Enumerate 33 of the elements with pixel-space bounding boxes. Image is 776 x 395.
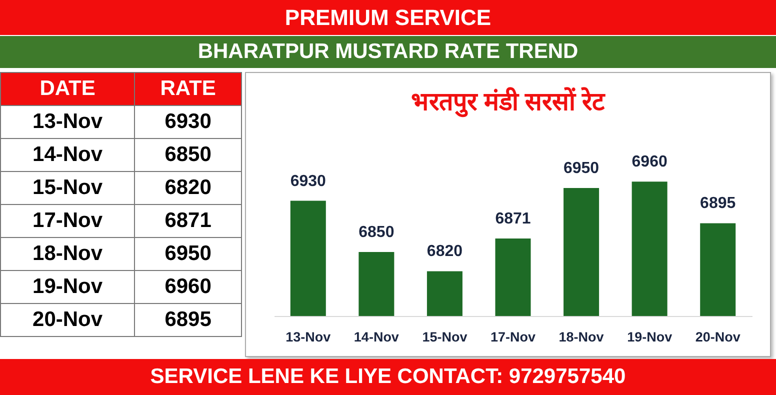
text: 6950 bbox=[164, 242, 212, 265]
category-label: 14-Nov bbox=[32, 143, 103, 166]
text: SERVICE LENE KE LIYE CONTACT: 9729757540 bbox=[0, 359, 776, 395]
data-label: 6960 bbox=[632, 154, 668, 171]
text: 6930 bbox=[164, 110, 212, 133]
data-label: 6930 bbox=[290, 172, 326, 190]
text: DATE bbox=[0, 72, 135, 106]
data-label: 6895 bbox=[700, 195, 736, 212]
text: RATE bbox=[134, 72, 242, 106]
text: 6871 bbox=[164, 209, 212, 232]
data-label: 6820 bbox=[426, 243, 463, 260]
category-label: 13-Nov bbox=[32, 110, 103, 133]
text: 6895 bbox=[164, 308, 212, 331]
text: 6850 bbox=[164, 143, 212, 166]
text: 6820 bbox=[164, 176, 212, 199]
category-label: 18-Nov bbox=[32, 242, 103, 265]
text: 6960 bbox=[164, 275, 212, 298]
chart-subtitle: भरतपुर मंडी सरसों रेट bbox=[410, 86, 606, 117]
x-tick-label: 14-Nov bbox=[354, 330, 400, 344]
category-label: 17-Nov bbox=[32, 209, 103, 232]
x-tick-label: 20-Nov bbox=[695, 330, 741, 344]
data-label: 6950 bbox=[563, 160, 600, 177]
chart-title: BHARATPUR MUSTARD RATE TREND bbox=[0, 36, 776, 68]
x-tick-label: 17-Nov bbox=[490, 330, 536, 344]
data-label: 6871 bbox=[495, 210, 531, 228]
category-label: 15-Nov bbox=[32, 176, 103, 199]
category-label: 19-Nov bbox=[32, 275, 103, 298]
data-label: 6850 bbox=[358, 224, 394, 241]
text: PREMIUM SERVICE bbox=[0, 0, 776, 35]
x-tick-label: 19-Nov bbox=[627, 330, 673, 344]
x-tick-label: 15-Nov bbox=[422, 330, 468, 344]
x-tick-label: 18-Nov bbox=[558, 330, 604, 344]
x-tick-label: 13-Nov bbox=[286, 330, 332, 344]
